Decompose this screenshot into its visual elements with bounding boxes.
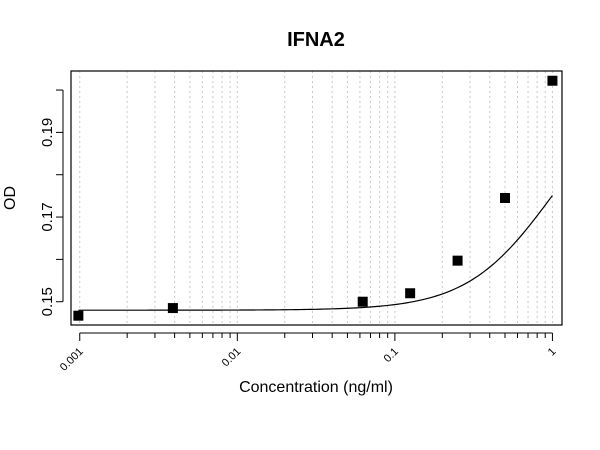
data-point — [547, 75, 558, 86]
x-axis: 0.001 0.01 0.1 1 — [58, 332, 559, 374]
plot-frame — [70, 70, 563, 326]
data-point — [452, 255, 463, 266]
grid — [79, 71, 553, 325]
x-tick-label: 1 — [546, 346, 559, 359]
data-point — [500, 193, 511, 203]
data-point — [167, 303, 178, 314]
fit-curve — [78, 195, 553, 311]
y-tick-label: 0.15 — [39, 287, 56, 316]
y-axis: 0.15 0.17 0.19 — [39, 89, 64, 316]
data-point — [405, 288, 416, 299]
y-tick-label: 0.19 — [39, 118, 56, 147]
data-point — [73, 310, 84, 321]
chart-title: IFNA2 — [287, 29, 345, 51]
x-axis-label: Concentration (ng/ml) — [239, 379, 393, 396]
x-tick-label: 0.001 — [58, 346, 86, 374]
x-tick-label: 0.01 — [220, 346, 244, 370]
data-points — [73, 75, 558, 321]
x-tick-label: 0.1 — [382, 346, 401, 365]
y-tick-label: 0.17 — [39, 202, 56, 231]
y-axis-label: OD — [2, 186, 19, 210]
data-point — [357, 296, 368, 307]
